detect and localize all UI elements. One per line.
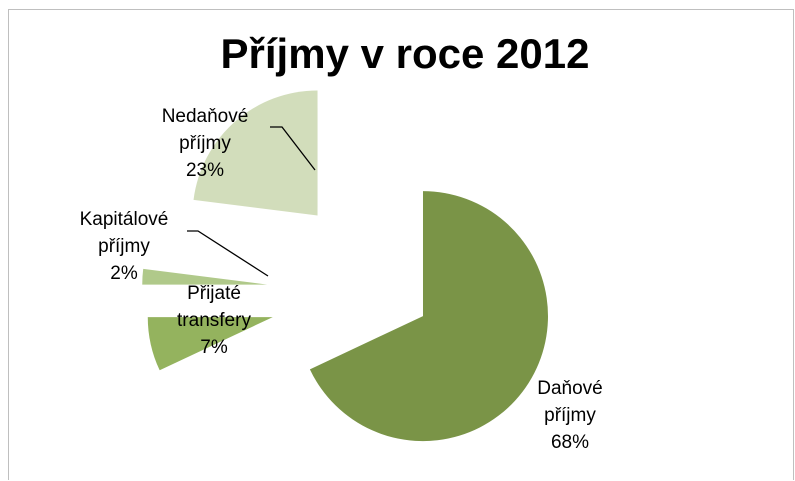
leader-line-nedanove <box>270 126 316 171</box>
label-line1: Nedaňové <box>161 106 249 127</box>
leader-line-kapitalove <box>187 230 269 277</box>
label-percent: 7% <box>200 337 228 358</box>
label-prijate-transfery: Přijaté transfery 7% <box>158 280 270 361</box>
label-line2: příjmy <box>179 133 231 154</box>
pie-slice-kapitálové-příjmy <box>142 268 268 285</box>
label-line2: transfery <box>177 310 251 331</box>
label-line1: Přijaté <box>187 283 241 304</box>
chart-frame <box>8 9 794 480</box>
label-line1: Kapitálové <box>79 209 169 230</box>
label-line1: Daňové <box>537 378 603 399</box>
label-danove-prijmy: Daňové příjmy 68% <box>515 375 625 456</box>
pie-slice-přijaté-transfery <box>147 317 273 371</box>
chart-title: Příjmy v roce 2012 <box>220 30 590 77</box>
label-kapitalove-prijmy: Kapitálové příjmy 2% <box>56 206 192 287</box>
label-line2: příjmy <box>544 405 596 426</box>
label-percent: 68% <box>550 432 590 453</box>
label-line2: příjmy <box>98 236 150 257</box>
label-percent: 23% <box>185 160 225 181</box>
label-percent: 2% <box>110 263 138 284</box>
pie-slice-daňové-příjmy <box>309 191 548 442</box>
label-nedanove-prijmy: Nedaňové příjmy 23% <box>140 103 270 184</box>
pie-slice-nedaňové-příjmy <box>193 90 318 216</box>
